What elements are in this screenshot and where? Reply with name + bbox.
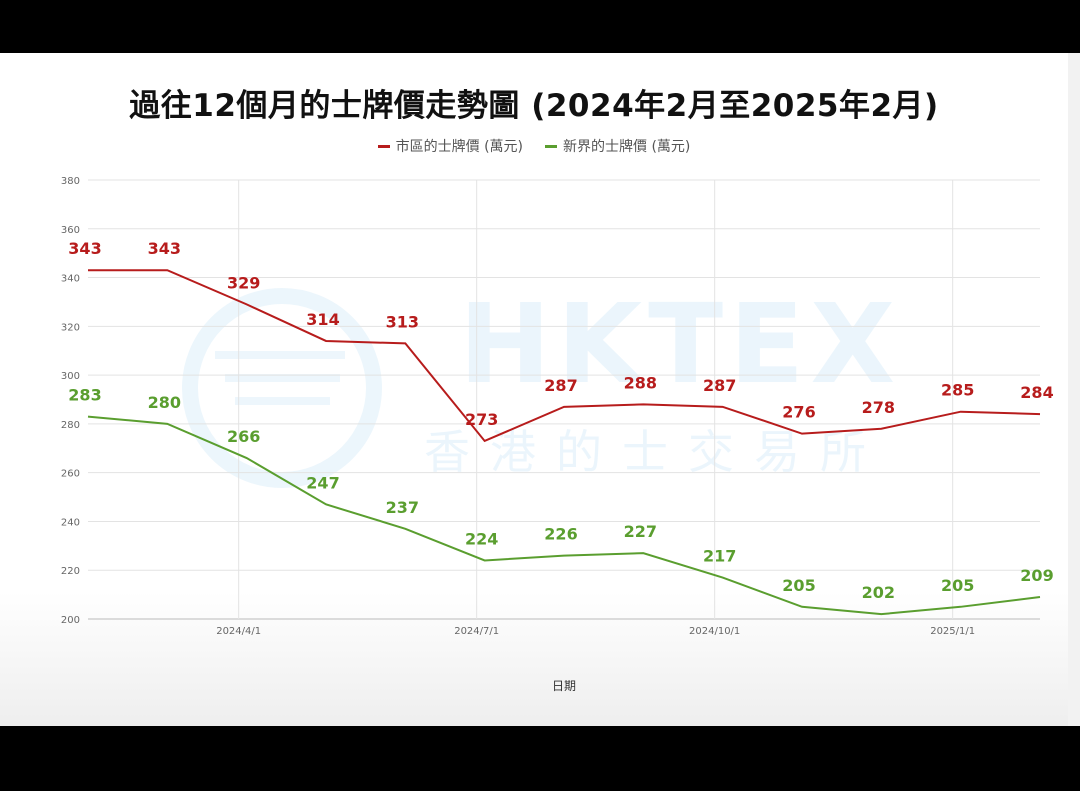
- legend-swatch-urban: [377, 144, 390, 148]
- data-label: 343: [68, 239, 101, 258]
- data-label: 287: [544, 376, 577, 395]
- data-label: 287: [703, 376, 736, 395]
- x-tick-label: 2024/7/1: [454, 626, 499, 637]
- y-tick-label: 200: [61, 615, 80, 626]
- chart-legend: 市區的士牌價 (萬元) 新界的士牌價 (萬元): [0, 136, 1068, 156]
- data-label: 343: [148, 239, 181, 258]
- watermark-subtext: 香港的士交易所: [424, 425, 886, 479]
- y-tick-label: 220: [61, 566, 80, 577]
- x-tick-label: 2024/4/1: [216, 626, 261, 637]
- series-line-urban: [88, 269, 1041, 443]
- legend-label-urban: 市區的士牌價 (萬元): [395, 139, 523, 155]
- data-label: 276: [782, 403, 815, 422]
- data-label: 226: [544, 525, 577, 544]
- y-tick-label: 380: [61, 176, 80, 187]
- y-tick-label: 280: [61, 420, 80, 431]
- data-label: 247: [306, 473, 339, 492]
- legend-item-urban[interactable]: 市區的士牌價 (萬元): [377, 136, 523, 156]
- data-label: 313: [386, 312, 419, 331]
- data-label: 205: [941, 576, 974, 595]
- y-tick-label: 360: [61, 225, 80, 236]
- x-tick-label: 2024/10/1: [689, 626, 740, 637]
- data-label: 237: [386, 498, 419, 517]
- y-tick-label: 320: [61, 322, 80, 333]
- y-tick-label: 340: [61, 274, 80, 285]
- legend-item-nt[interactable]: 新界的士牌價 (萬元): [545, 136, 690, 156]
- data-label: 288: [624, 373, 657, 392]
- data-label: 205: [782, 576, 815, 595]
- data-label: 273: [465, 410, 498, 429]
- data-label: 280: [148, 393, 181, 412]
- legend-label-nt: 新界的士牌價 (萬元): [563, 139, 691, 155]
- data-label: 329: [227, 273, 260, 292]
- side-strip: [1068, 53, 1080, 726]
- data-label: 285: [941, 381, 974, 400]
- data-label: 266: [227, 427, 260, 446]
- y-tick-label: 240: [61, 517, 80, 528]
- data-label: 227: [624, 522, 657, 541]
- data-label: 278: [862, 398, 895, 417]
- data-label: 224: [465, 529, 498, 548]
- data-label: 209: [1020, 566, 1053, 585]
- x-tick-label: 2025/1/1: [930, 626, 975, 637]
- series-line-nt: [87, 415, 1041, 616]
- watermark-logo-ring: [182, 288, 382, 488]
- data-label: 314: [306, 310, 339, 329]
- y-tick-label: 260: [61, 469, 80, 480]
- data-label: 202: [862, 583, 895, 602]
- data-label: 283: [68, 386, 101, 405]
- data-label: 284: [1020, 383, 1053, 402]
- watermark-text: HKTEX: [459, 280, 901, 408]
- x-axis-label: 日期: [551, 679, 576, 693]
- y-tick-label: 300: [61, 371, 80, 382]
- chart-title: 過往12個月的士牌價走勢圖 (2024年2月至2025年2月): [129, 88, 939, 124]
- legend-swatch-nt: [545, 144, 557, 148]
- data-label: 217: [703, 547, 736, 566]
